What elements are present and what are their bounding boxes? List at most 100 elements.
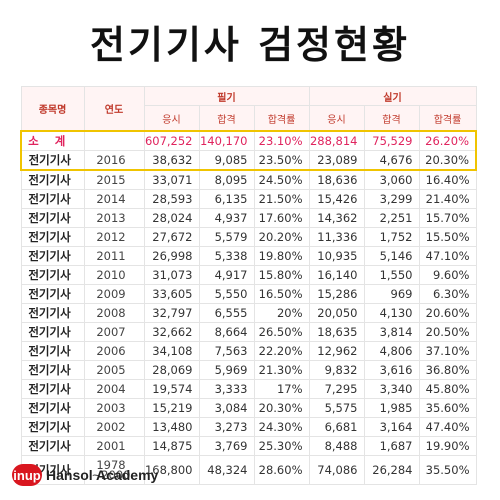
- row-practical-applicants: 5,575: [308, 398, 365, 418]
- row-practical-applicants: 7,295: [308, 379, 365, 399]
- row-written-passed: 8,664: [198, 322, 255, 342]
- row-practical-passed: 5,146: [363, 246, 420, 266]
- row-written-applicants: 13,480: [143, 417, 200, 437]
- row-subject: 전기기사: [20, 189, 85, 209]
- subtotal-written-rate: 23.10%: [253, 130, 310, 151]
- subtotal-practical-rate: 26.20%: [418, 130, 477, 151]
- row-written-applicants: 28,024: [143, 208, 200, 228]
- row-subject: 전기기사: [20, 417, 85, 437]
- row-practical-rate: 35.50%: [418, 455, 477, 485]
- table-row: 전기기사 2009 33,605 5,550 16.50% 15,286 969 6.30%: [20, 284, 477, 304]
- row-practical-applicants: 15,286: [308, 284, 365, 304]
- row-subject: 전기기사: [20, 208, 85, 228]
- row-practical-passed: 26,284: [363, 455, 420, 485]
- row-practical-passed: 1,687: [363, 436, 420, 456]
- exam-stats-table: 종목명 연도 필기 실기 응시 합격 합격률 응시 합격 합격률 소 계 607…: [20, 86, 477, 485]
- row-written-rate: 28.60%: [253, 455, 310, 485]
- row-written-applicants: 38,632: [143, 150, 200, 171]
- table-row: 전기기사 2005 28,069 5,969 21.30% 9,832 3,616 36.80…: [20, 360, 477, 380]
- table-row: 전기기사 2013 28,024 4,937 17.60% 14,362 2,251 15.7…: [20, 208, 477, 228]
- header-practical: 실기: [308, 86, 477, 106]
- table-row: 전기기사 2007 32,662 8,664 26.50% 18,635 3,814 20.5…: [20, 322, 477, 342]
- row-written-rate: 19.80%: [253, 246, 310, 266]
- row-practical-passed: 2,251: [363, 208, 420, 228]
- row-year: 2014: [83, 189, 145, 209]
- subtotal-written-applicants: 607,252: [143, 130, 200, 151]
- row-practical-rate: 19.90%: [418, 436, 477, 456]
- table-row: 전기기사 2004 19,574 3,333 17% 7,295 3,340 45.80%: [20, 379, 477, 399]
- row-written-applicants: 32,662: [143, 322, 200, 342]
- table-row: 전기기사 2008 32,797 6,555 20% 20,050 4,130 20.60%: [20, 303, 477, 323]
- row-written-passed: 6,135: [198, 189, 255, 209]
- row-subject: 전기기사: [20, 150, 85, 171]
- row-year: 2002: [83, 417, 145, 437]
- row-written-passed: 8,095: [198, 169, 255, 190]
- footer-brand: inup Hansol Academy: [12, 462, 158, 488]
- row-written-passed: 3,333: [198, 379, 255, 399]
- row-year: 2004: [83, 379, 145, 399]
- row-written-passed: 5,550: [198, 284, 255, 304]
- row-written-applicants: 27,672: [143, 227, 200, 247]
- row-year: 2016: [83, 150, 145, 171]
- row-practical-applicants: 10,935: [308, 246, 365, 266]
- row-written-applicants: 15,219: [143, 398, 200, 418]
- row-subject: 전기기사: [20, 436, 85, 456]
- row-practical-passed: 1,752: [363, 227, 420, 247]
- row-practical-rate: 9.60%: [418, 265, 477, 285]
- table-row: 전기기사 2014 28,593 6,135 21.50% 15,426 3,299 21.4…: [20, 189, 477, 209]
- row-practical-passed: 969: [363, 284, 420, 304]
- row-practical-rate: 15.70%: [418, 208, 477, 228]
- brand-name: Hansol Academy: [46, 467, 159, 483]
- table-row: 전기기사 2001 14,875 3,769 25.30% 8,488 1,687 19.90…: [20, 436, 477, 456]
- row-year: 2005: [83, 360, 145, 380]
- row-practical-applicants: 14,362: [308, 208, 365, 228]
- row-practical-applicants: 20,050: [308, 303, 365, 323]
- row-written-passed: 5,579: [198, 227, 255, 247]
- row-year: 2003: [83, 398, 145, 418]
- row-practical-passed: 4,676: [363, 150, 420, 171]
- row-practical-applicants: 18,635: [308, 322, 365, 342]
- row-practical-passed: 3,164: [363, 417, 420, 437]
- row-practical-passed: 3,340: [363, 379, 420, 399]
- row-written-rate: 21.50%: [253, 189, 310, 209]
- row-written-passed: 48,324: [198, 455, 255, 485]
- row-year: 2009: [83, 284, 145, 304]
- row-practical-passed: 3,616: [363, 360, 420, 380]
- row-practical-applicants: 11,336: [308, 227, 365, 247]
- row-written-passed: 3,273: [198, 417, 255, 437]
- row-practical-passed: 1,550: [363, 265, 420, 285]
- row-written-rate: 23.50%: [253, 150, 310, 171]
- subtotal-written-passed: 140,170: [198, 130, 255, 151]
- row-practical-rate: 36.80%: [418, 360, 477, 380]
- row-practical-applicants: 9,832: [308, 360, 365, 380]
- row-written-passed: 7,563: [198, 341, 255, 361]
- row-written-rate: 17.60%: [253, 208, 310, 228]
- header-practical-applicants: 응시: [308, 105, 365, 132]
- row-practical-applicants: 23,089: [308, 150, 365, 171]
- header-written-passed: 합격: [198, 105, 255, 132]
- row-written-rate: 15.80%: [253, 265, 310, 285]
- row-year: 2011: [83, 246, 145, 266]
- row-year: 2006: [83, 341, 145, 361]
- row-year: 2001: [83, 436, 145, 456]
- row-practical-rate: 20.50%: [418, 322, 477, 342]
- row-written-passed: 3,084: [198, 398, 255, 418]
- row-year: 2012: [83, 227, 145, 247]
- row-practical-passed: 4,130: [363, 303, 420, 323]
- row-written-passed: 9,085: [198, 150, 255, 171]
- row-written-rate: 26.50%: [253, 322, 310, 342]
- row-written-rate: 24.50%: [253, 169, 310, 190]
- row-practical-applicants: 16,140: [308, 265, 365, 285]
- row-subject: 전기기사: [20, 360, 85, 380]
- row-subject: 전기기사: [20, 379, 85, 399]
- row-written-applicants: 33,605: [143, 284, 200, 304]
- row-written-passed: 3,769: [198, 436, 255, 456]
- row-year: 2015: [83, 169, 145, 190]
- header-practical-rate: 합격률: [418, 105, 477, 132]
- row-practical-rate: 47.40%: [418, 417, 477, 437]
- row-practical-rate: 47.10%: [418, 246, 477, 266]
- row-practical-passed: 4,806: [363, 341, 420, 361]
- row-written-applicants: 28,069: [143, 360, 200, 380]
- row-practical-rate: 16.40%: [418, 169, 477, 190]
- row-subject: 전기기사: [20, 322, 85, 342]
